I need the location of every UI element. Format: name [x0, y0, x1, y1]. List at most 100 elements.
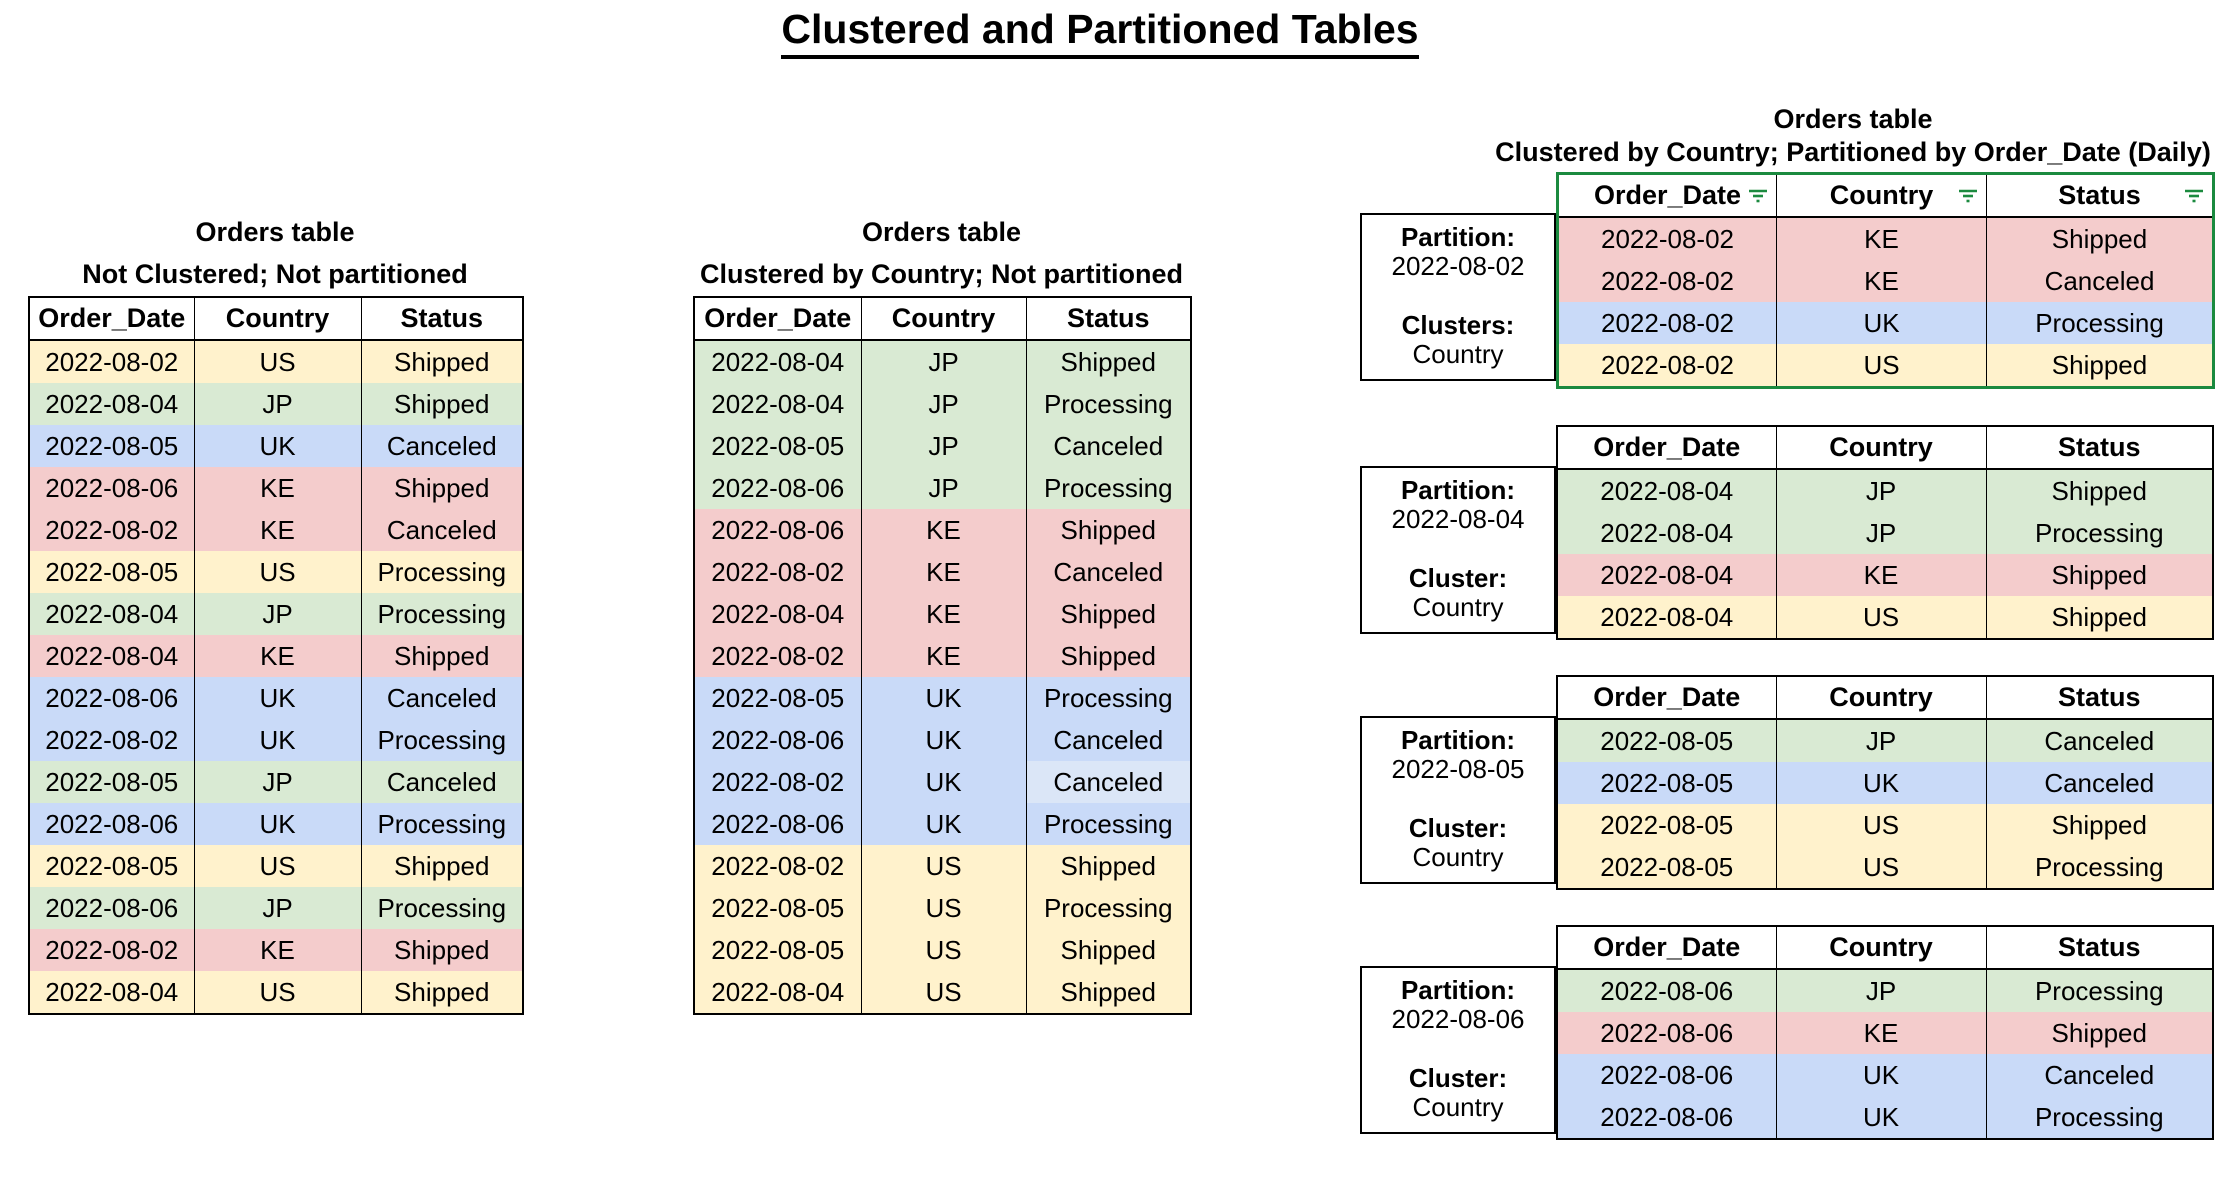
table-cell: JP [860, 425, 1026, 467]
partition-value: 2022-08-04 [1391, 504, 1525, 534]
right-section-title: Orders table [1773, 104, 1933, 134]
table-row: 2022-08-02 KE Canceled [694, 551, 1191, 593]
table-cell: 2022-08-04 [29, 971, 194, 1014]
table-row: 2022-08-06 UK Canceled [29, 677, 523, 719]
table-cell: 2022-08-05 [29, 761, 194, 803]
table-cell: Shipped [1985, 554, 2213, 596]
table-cell: UK [193, 803, 361, 845]
table-cell: KE [193, 509, 361, 551]
column-header-status: Status [1986, 173, 2214, 218]
cluster-label: Cluster: [1408, 813, 1508, 843]
middle-table-title: Orders table [861, 217, 1022, 247]
table-cell: US [193, 845, 361, 887]
table-cell: Shipped [360, 929, 523, 971]
table-cell: US [193, 340, 361, 383]
table-cell: Processing [1025, 383, 1191, 425]
table-row: 2022-08-02 UK Canceled [694, 761, 1191, 803]
table-row: 2022-08-02 UK Processing [1557, 302, 2214, 344]
table-cell: Shipped [1025, 929, 1191, 971]
table-cell: KE [1775, 554, 1986, 596]
partition-label-2022-08-04: Partition: 2022-08-04 Cluster: Country [1360, 466, 1556, 634]
partition-value: 2022-08-05 [1391, 754, 1525, 784]
table-cell: US [1775, 804, 1986, 846]
column-header-label: Country [891, 303, 996, 333]
column-header-label: Order_Date [1593, 180, 1742, 210]
column-header-label: Order_Date [1593, 682, 1741, 712]
table-row: 2022-08-02 KE Shipped [694, 635, 1191, 677]
table-row: 2022-08-04 JP Processing [1557, 512, 2213, 554]
filter-icon [1959, 189, 1977, 202]
column-header-status: Status [1985, 926, 2213, 970]
table-cell: 2022-08-02 [694, 845, 861, 887]
table-cell: JP [1775, 469, 1986, 512]
table-cell: Shipped [360, 467, 523, 509]
table-cell: Shipped [360, 971, 523, 1014]
table-cell: Canceled [1025, 425, 1191, 467]
table-cell: JP [860, 383, 1026, 425]
table-cell: KE [860, 635, 1026, 677]
table-row: 2022-08-05 US Shipped [694, 929, 1191, 971]
filter-icon [1749, 189, 1767, 202]
header-row: Order_Date Country Status [1557, 676, 2213, 720]
table-cell: 2022-08-06 [694, 719, 861, 761]
header-row: Order_Date Country Status [1557, 426, 2213, 470]
table-cell: Processing [360, 719, 523, 761]
table-row: 2022-08-04 JP Processing [694, 383, 1191, 425]
table-cell: Processing [1985, 969, 2213, 1012]
partition-label: Partition: [1400, 475, 1516, 505]
column-header-country: Country [1775, 676, 1986, 720]
table-cell: 2022-08-02 [1557, 344, 1777, 388]
table-cell: UK [1776, 302, 1987, 344]
table-cell: Processing [1985, 1096, 2213, 1139]
column-header-label: Country [1829, 180, 1934, 210]
table-cell: JP [1775, 719, 1986, 762]
header-row: Order_Date Country Status [1557, 173, 2214, 218]
table-cell: Shipped [1025, 845, 1191, 887]
table-cell: Processing [1985, 512, 2213, 554]
table-cell: KE [193, 635, 361, 677]
column-header-label: Order_Date [1593, 932, 1741, 962]
table-row: 2022-08-06 UK Canceled [694, 719, 1191, 761]
table-cell: UK [193, 719, 361, 761]
table-cell: US [860, 887, 1026, 929]
table-cell: Shipped [360, 383, 523, 425]
column-header-order_date: Order_Date [29, 297, 194, 341]
table-cell: UK [860, 803, 1026, 845]
table-cell: KE [1776, 217, 1987, 260]
table-row: 2022-08-06 KE Shipped [694, 509, 1191, 551]
table-cell: 2022-08-04 [29, 383, 194, 425]
partition-table-2022-08-05: Order_Date Country Status 2022-08-05 JP Canc… [1556, 675, 2214, 890]
table-cell: 2022-08-02 [1557, 260, 1777, 302]
partition-table-2022-08-02: Order_Date Country Status 2022-08-02 KE Ship… [1556, 172, 2215, 389]
table-cell: 2022-08-06 [1557, 1054, 1776, 1096]
table-cell: 2022-08-04 [694, 593, 861, 635]
table-row: 2022-08-05 UK Canceled [1557, 762, 2213, 804]
table-cell: 2022-08-02 [1557, 217, 1777, 260]
filter-icon [2185, 189, 2203, 202]
table-cell: Canceled [1025, 719, 1191, 761]
header-row: Order_Date Country Status [694, 297, 1191, 341]
table-cell: Canceled [1025, 761, 1191, 803]
right-section-subtitle: Clustered by Country; Partitioned by Ord… [1495, 137, 2211, 167]
partition-value: 2022-08-02 [1391, 251, 1525, 281]
table-cell: 2022-08-04 [29, 593, 194, 635]
partition-table-2022-08-04: Order_Date Country Status 2022-08-04 JP Ship… [1556, 425, 2214, 640]
table-row: 2022-08-04 KE Shipped [694, 593, 1191, 635]
column-header-label: Order_Date [38, 303, 186, 333]
cluster-value: Country [1412, 339, 1504, 369]
page-title: Clustered and Partitioned Tables [0, 6, 2238, 59]
table-row: 2022-08-04 JP Shipped [29, 383, 523, 425]
table-row: 2022-08-04 US Shipped [29, 971, 523, 1014]
table-cell: 2022-08-02 [694, 635, 861, 677]
column-header-order_date: Order_Date [1557, 926, 1776, 970]
column-header-order_date: Order_Date [1557, 173, 1777, 218]
table-cell: Processing [1025, 467, 1191, 509]
column-header-country: Country [1776, 173, 1987, 218]
header-row: Order_Date Country Status [1557, 926, 2213, 970]
table-row: 2022-08-05 UK Canceled [29, 425, 523, 467]
table-cell: Processing [1025, 887, 1191, 929]
column-header-label: Country [1829, 432, 1933, 462]
table-cell: Processing [1986, 302, 2214, 344]
table-cell: UK [193, 425, 361, 467]
